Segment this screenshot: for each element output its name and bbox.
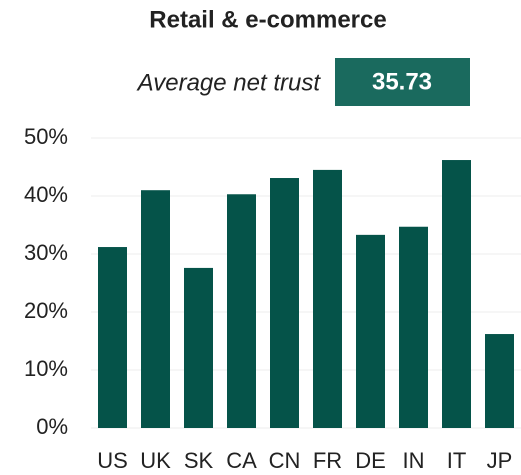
y-tick-label: 20% [24,298,68,323]
bar [356,234,385,428]
y-tick-label: 10% [24,356,68,381]
x-tick-label: DE [355,448,386,473]
bar [270,178,299,428]
bar [485,334,514,428]
x-tick-label: SK [184,448,214,473]
bar [442,160,471,429]
y-tick-label: 0% [36,414,68,439]
bar [313,169,342,428]
y-tick-label: 50% [24,124,68,149]
x-tick-label: IN [403,448,425,473]
badge-value: 35.73 [372,68,432,95]
x-tick-label: FR [313,448,342,473]
bar [399,226,428,428]
x-tick-label: CA [226,448,257,473]
y-tick-label: 30% [24,240,68,265]
bar [184,267,213,428]
bar [227,194,256,428]
chart-title: Retail & e-commerce [149,6,386,33]
bar [141,190,170,428]
x-tick-label: JP [487,448,513,473]
x-tick-label: UK [140,448,171,473]
x-tick-label: US [97,448,128,473]
badge [335,58,470,106]
x-tick-label: IT [447,448,467,473]
x-tick-label: CN [269,448,301,473]
y-tick-label: 40% [24,182,68,207]
bar [98,247,127,428]
subtitle-label: Average net trust [136,69,322,96]
